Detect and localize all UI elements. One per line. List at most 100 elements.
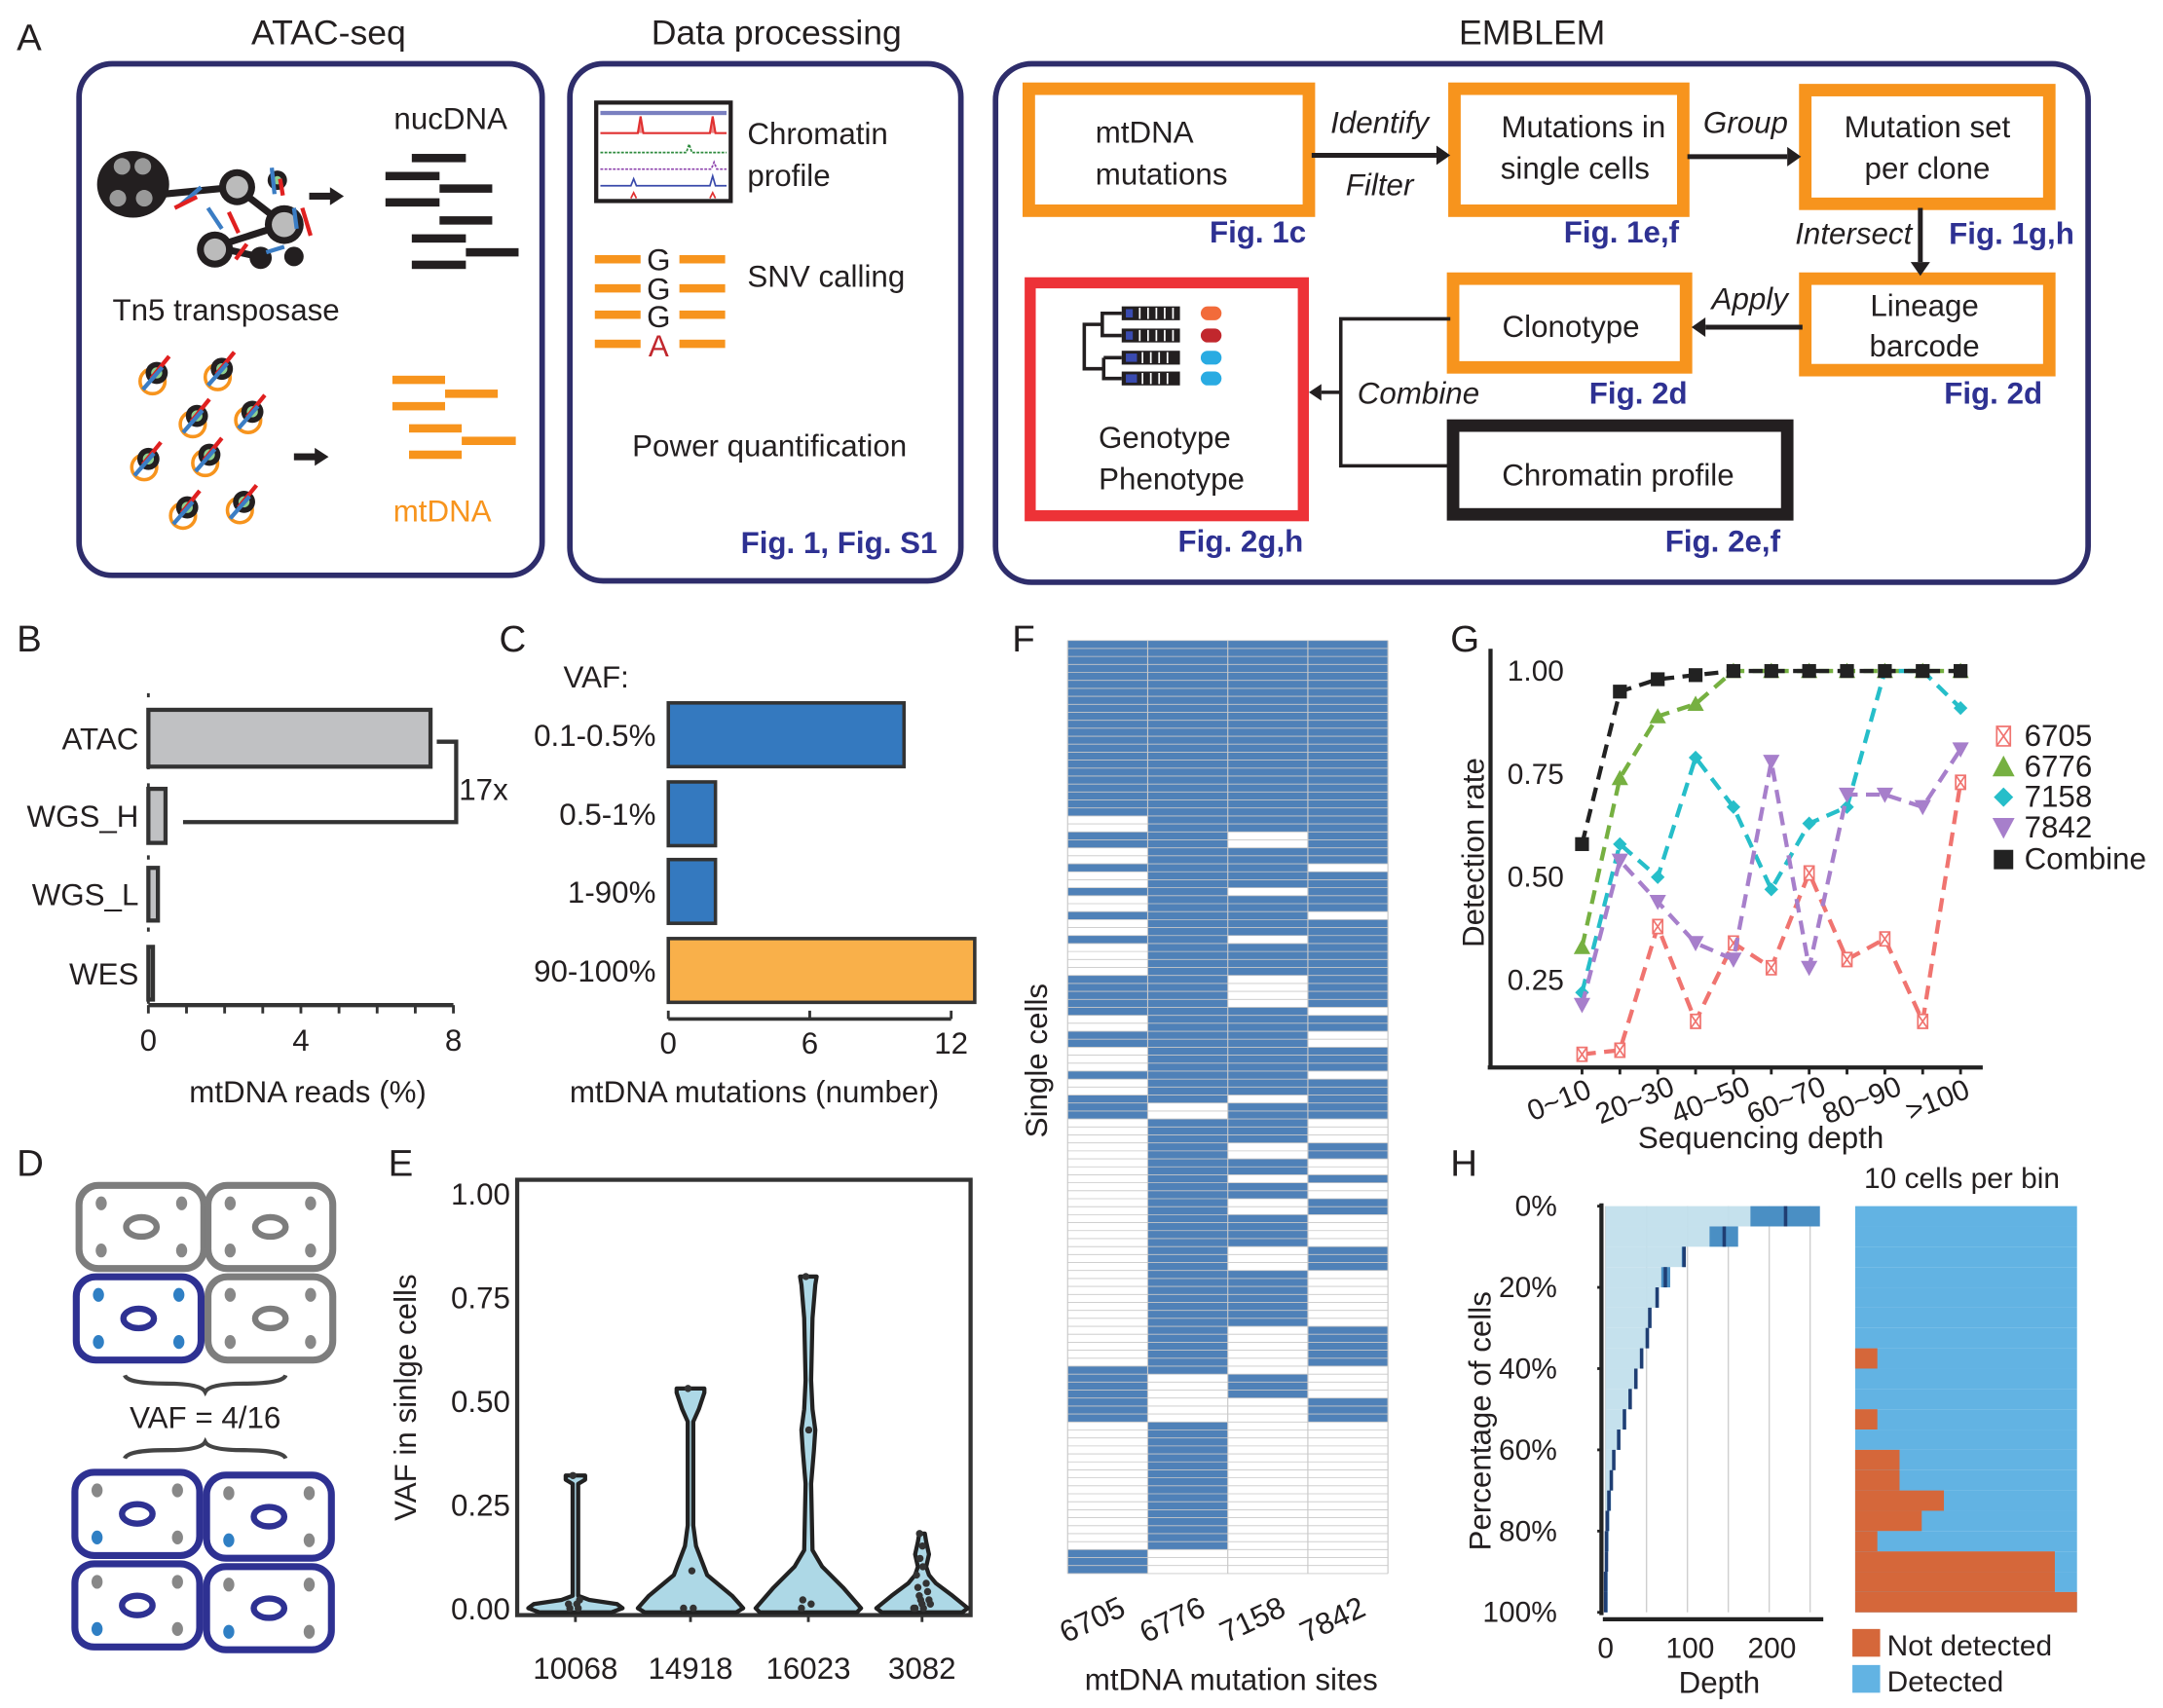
bin-detected bbox=[1854, 1531, 2077, 1552]
heatmap-cell bbox=[1227, 903, 1308, 912]
heatmap-cell bbox=[1227, 1055, 1308, 1063]
heatmap-cell bbox=[1227, 1007, 1308, 1016]
data-point-6705 bbox=[1803, 865, 1815, 881]
heatmap-cell bbox=[1147, 1342, 1228, 1351]
y-tick-label: 1.00 bbox=[451, 1177, 510, 1211]
mtdna-circle-icon bbox=[191, 436, 224, 478]
y-tick-label: 0.25 bbox=[1508, 964, 1564, 996]
depth-fill bbox=[1605, 1327, 1646, 1349]
heatmap-cell bbox=[1307, 815, 1389, 825]
heatmap-cell bbox=[1147, 1454, 1228, 1463]
heatmap-cell bbox=[1227, 767, 1308, 776]
legend-label: 6776 bbox=[2025, 749, 2093, 783]
snv-base-3: G bbox=[647, 300, 670, 334]
heatmap-cell bbox=[1147, 1119, 1228, 1128]
bin-detected bbox=[1854, 1409, 2077, 1430]
heatmap-cell bbox=[1307, 967, 1389, 976]
heatmap-cell bbox=[1227, 1222, 1308, 1231]
verb-filter: Filter bbox=[1346, 168, 1415, 203]
heatmap-cell bbox=[1147, 680, 1228, 688]
heatmap-cell bbox=[1307, 1199, 1389, 1207]
heatmap-cell bbox=[1147, 815, 1228, 825]
data-point bbox=[804, 1426, 813, 1434]
box-lineage-line1: Lineage bbox=[1870, 289, 1978, 323]
y-tick-label: 0.50 bbox=[451, 1385, 510, 1419]
chart-g-detection-rate: 0.250.500.751.000~1020~3040~5060~7080~90… bbox=[1456, 649, 2146, 1155]
heatmap-cell bbox=[1307, 927, 1389, 936]
data-point-combine bbox=[1802, 663, 1816, 679]
bin-detected bbox=[1854, 1307, 2077, 1328]
bin-not-detected bbox=[1854, 1591, 2077, 1613]
heatmap-cell bbox=[1227, 824, 1308, 833]
heatmap-cell bbox=[1227, 1390, 1308, 1398]
bin-detected bbox=[1854, 1430, 2077, 1450]
heatmap-cell bbox=[1147, 1310, 1228, 1318]
heatmap-cell bbox=[1227, 1382, 1308, 1391]
heatmap-cell bbox=[1307, 999, 1389, 1008]
bin-not-detected bbox=[1854, 1551, 2055, 1573]
heatmap-cell bbox=[1147, 1159, 1228, 1168]
heatmap-cell bbox=[1227, 864, 1308, 873]
heatmap-cell bbox=[1067, 1390, 1148, 1398]
series-line-7158 bbox=[1580, 668, 1962, 993]
mtdna-circle-icon bbox=[225, 483, 259, 525]
heatmap-cell bbox=[1067, 839, 1148, 848]
heatmap-cell bbox=[1227, 1190, 1308, 1200]
heatmap-cell bbox=[1067, 672, 1148, 681]
heatmap-cell bbox=[1307, 752, 1389, 761]
data-point-7158 bbox=[1613, 836, 1627, 851]
cell-icon bbox=[203, 1563, 335, 1653]
heatmap-cell bbox=[1147, 1334, 1228, 1343]
heatmap-cell bbox=[1147, 911, 1228, 920]
data-point-6705 bbox=[1652, 918, 1664, 935]
box-set-line1: Mutation set bbox=[1845, 110, 2011, 144]
panel-a-emblem: EMBLEM mtDNA mutations Fig. 1c Mutations… bbox=[992, 14, 2091, 585]
heatmap-cell bbox=[1307, 991, 1389, 1000]
category-label: WES bbox=[69, 957, 138, 991]
bar-wes bbox=[146, 945, 156, 1002]
depth-fill bbox=[1605, 1449, 1614, 1470]
heatmap-cell bbox=[1147, 1031, 1228, 1040]
x-axis-label: mtDNA mutations (number) bbox=[570, 1075, 939, 1109]
heatmap-cell bbox=[1307, 1414, 1389, 1423]
heatmap-cell bbox=[1307, 640, 1389, 649]
data-point-combine bbox=[1651, 672, 1665, 687]
depth-fill bbox=[1605, 1389, 1630, 1410]
tn5-transposase-label: Tn5 transposase bbox=[112, 293, 339, 327]
heatmap-cell bbox=[1227, 792, 1308, 800]
data-point-7158 bbox=[1651, 870, 1665, 884]
series-line-6705 bbox=[1582, 782, 1963, 1057]
heatmap-cell bbox=[1307, 664, 1389, 673]
x-axis-label: mtDNA reads (%) bbox=[189, 1075, 427, 1109]
y-axis-label: Single cells bbox=[1020, 984, 1054, 1137]
heatmap-cell bbox=[1307, 1102, 1389, 1111]
data-point-7842 bbox=[1876, 787, 1893, 803]
processing-title: Data processing bbox=[652, 14, 902, 53]
data-point-combine bbox=[1878, 663, 1892, 679]
heatmap-cell bbox=[1067, 991, 1148, 1000]
fig-ref-2d-clonotype: Fig. 2d bbox=[1589, 376, 1688, 410]
heatmap-cell bbox=[1307, 736, 1389, 745]
y-tick-label: 40% bbox=[1499, 1353, 1557, 1385]
data-point-6705 bbox=[1955, 774, 1966, 791]
heatmap-cell bbox=[1147, 1079, 1228, 1088]
heatmap-cell bbox=[1147, 744, 1228, 753]
heatmap-cell bbox=[1307, 839, 1389, 848]
chart-e-vaf-violins: 0.00 0.25 0.50 0.75 1.00 VAF in sinlge cells 1… bbox=[389, 1177, 973, 1686]
heatmap-cell bbox=[1307, 1087, 1389, 1095]
data-point-6776 bbox=[1649, 708, 1666, 724]
chromatin-label-line1: Chromatin bbox=[747, 117, 887, 151]
x-tick-label: 3082 bbox=[888, 1652, 956, 1686]
heatmap-cell bbox=[1147, 1055, 1228, 1063]
bin-detected bbox=[1854, 1287, 2077, 1308]
heatmap-cell bbox=[1227, 727, 1308, 737]
box-mutation-set-per-clone bbox=[1799, 84, 2056, 210]
mtdna-label: mtDNA bbox=[393, 494, 492, 528]
heatmap-cell bbox=[1307, 1095, 1389, 1103]
heatmap-cell bbox=[1227, 815, 1308, 825]
x-axis-label: Sequencing depth bbox=[1638, 1121, 1883, 1155]
heatmap-cell bbox=[1307, 1334, 1389, 1343]
x-tick-label: 8 bbox=[445, 1023, 462, 1058]
box-genotype-line2: Phenotype bbox=[1099, 463, 1245, 497]
box-chromatin-profile bbox=[1446, 419, 1794, 521]
